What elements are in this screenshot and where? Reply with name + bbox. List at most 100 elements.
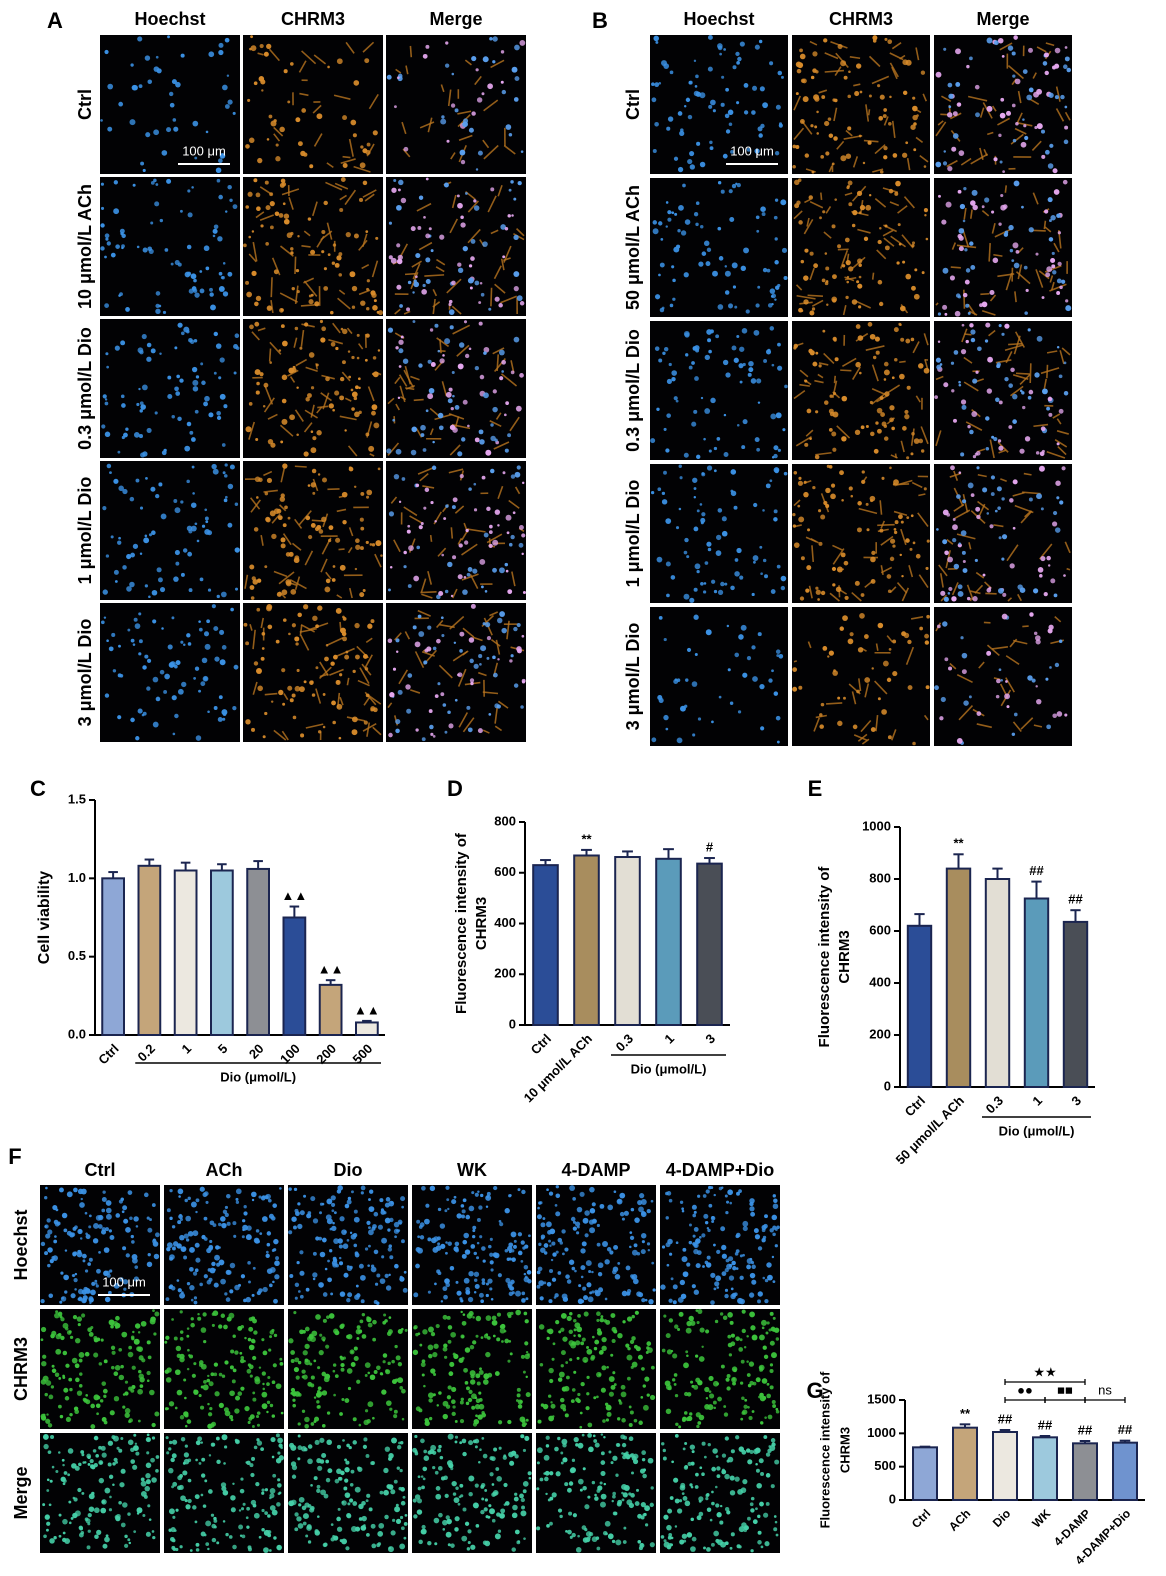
cell-dot [195, 1257, 201, 1263]
cell-dot [119, 1482, 125, 1488]
cell-dot [606, 1411, 612, 1417]
cell-dot [186, 1327, 190, 1330]
micrograph [536, 1185, 656, 1305]
cell-dot [743, 247, 749, 254]
cell-dot [122, 1502, 128, 1508]
cell-fiber [967, 303, 977, 316]
cell-fiber [289, 376, 296, 383]
cell-fiber [809, 40, 818, 46]
cell-fiber [899, 360, 906, 364]
cell-dot [272, 1473, 277, 1478]
cell-fiber [891, 729, 897, 741]
cell-dot [716, 437, 721, 441]
cell-dot [542, 1217, 546, 1220]
cell-fiber [834, 66, 842, 77]
cell-dot [492, 389, 497, 394]
cell-dot [820, 702, 825, 707]
cell-dot [863, 634, 869, 639]
cell-dot [840, 552, 846, 558]
cell-fiber [970, 153, 989, 165]
cell-dot [1046, 724, 1052, 730]
cell-dot [139, 401, 144, 406]
cell-dot [179, 209, 183, 213]
cell-dot [204, 508, 208, 512]
cell-dot [134, 623, 141, 629]
cell-dot [724, 113, 730, 119]
cell-dot [151, 1203, 156, 1207]
cell-dot [260, 224, 264, 228]
cell-dot [396, 258, 403, 265]
cell-dot [580, 1265, 586, 1271]
cell-dot [80, 1197, 83, 1201]
cell-fiber [446, 278, 462, 294]
cell-fiber [410, 375, 420, 381]
cell-dot [368, 1198, 371, 1201]
cell-dot [888, 188, 894, 194]
cell-dot [485, 1351, 491, 1358]
cell-dot [726, 624, 730, 628]
cell-dot [380, 1208, 384, 1212]
cell-fiber [367, 694, 382, 705]
cell-dot [446, 139, 450, 143]
cell-dot [132, 183, 136, 187]
cell-dot [98, 1460, 104, 1466]
cell-dot [307, 1381, 313, 1387]
cell-dot [351, 305, 356, 309]
cell-fiber [935, 121, 947, 137]
cell-dot [970, 493, 975, 498]
cell-dot [962, 568, 968, 574]
cell-dot [875, 350, 880, 355]
cell-dot [706, 465, 713, 471]
cell-dot [299, 1270, 305, 1276]
cell-dot [388, 1329, 393, 1335]
cell-dot [708, 1185, 712, 1190]
cell-dot [752, 555, 759, 561]
cell-dot [772, 1404, 777, 1408]
cell-dot [912, 114, 918, 121]
cell-fiber [941, 95, 952, 103]
cell-dot [501, 370, 504, 373]
cell-dot [424, 648, 429, 653]
cell-dot [862, 161, 866, 165]
cell-dot [758, 1395, 761, 1399]
cell-dot [651, 737, 657, 743]
cell-dot [589, 1291, 593, 1295]
cell-dot [510, 1231, 517, 1238]
micrograph [100, 603, 240, 742]
cell-dot [192, 1230, 199, 1237]
cell-dot [40, 1299, 45, 1304]
cell-dot [841, 395, 848, 402]
cell-dot [1021, 391, 1025, 395]
cell-fiber [1015, 372, 1030, 375]
cell-fiber [981, 210, 990, 217]
cell-dot [312, 1218, 319, 1224]
cell-dot [410, 226, 416, 232]
cell-dot [1064, 56, 1070, 62]
cell-dot [333, 654, 338, 660]
cell-dot [936, 364, 942, 370]
cell-dot [347, 1196, 352, 1201]
cell-dot [716, 1249, 721, 1254]
cell-dot [839, 626, 844, 631]
cell-dot [376, 310, 380, 314]
cell-dot [229, 1262, 236, 1269]
cell-dot [110, 535, 114, 539]
cell-dot [193, 338, 198, 343]
cell-dot [444, 589, 449, 594]
cell-dot [294, 685, 301, 692]
cell-dot [651, 82, 655, 86]
cell-dot [255, 295, 262, 302]
cell-dot [388, 221, 393, 225]
cell-dot [884, 37, 888, 41]
cell-fiber [967, 95, 988, 102]
cell-dot [752, 85, 758, 91]
cell-dot [828, 465, 833, 469]
cell-dot [240, 1324, 245, 1329]
cell-dot [766, 1321, 770, 1325]
cell-fiber [269, 341, 282, 355]
cell-dot [998, 445, 1004, 451]
cell-dot [260, 656, 265, 661]
cell-dot [721, 1186, 724, 1189]
cell-dot [222, 262, 226, 265]
cell-dot [59, 1300, 63, 1304]
